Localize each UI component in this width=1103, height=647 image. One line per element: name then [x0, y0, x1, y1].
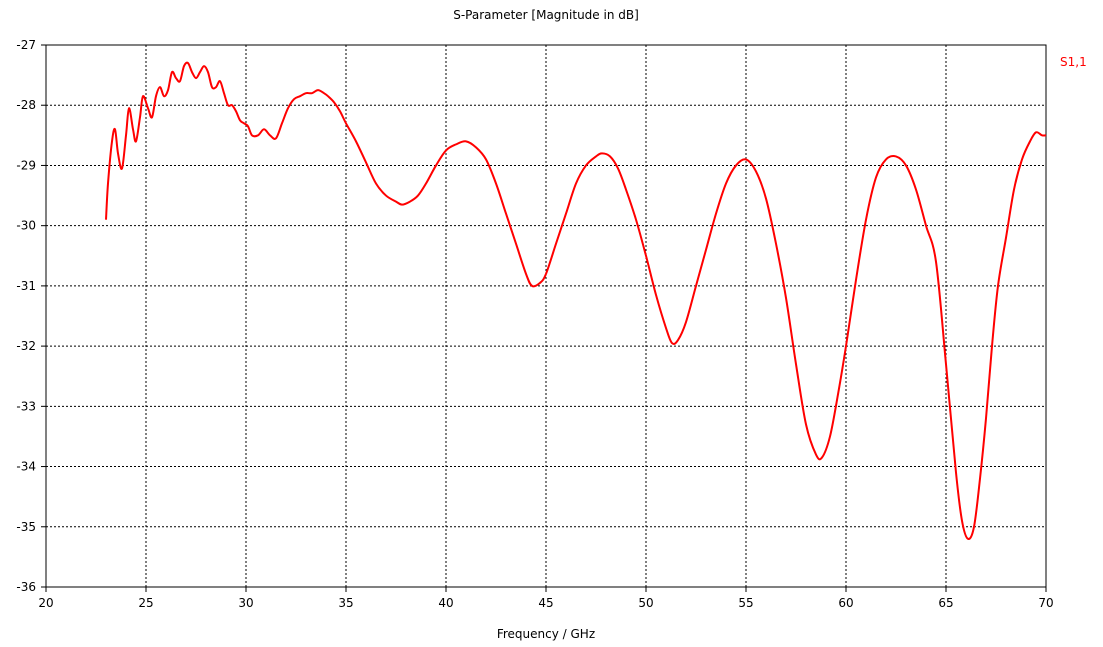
x-tick-label: 35 — [338, 596, 353, 610]
chart-title: S-Parameter [Magnitude in dB] — [453, 8, 639, 22]
legend-s11: S1,1 — [1060, 55, 1087, 69]
x-tick-label: 65 — [938, 596, 953, 610]
x-tick-label: 25 — [138, 596, 153, 610]
y-tick-label: -29 — [16, 158, 36, 172]
x-tick-label: 20 — [38, 596, 53, 610]
x-tick-label: 45 — [538, 596, 553, 610]
x-tick-label: 60 — [838, 596, 853, 610]
x-axis-label: Frequency / GHz — [497, 627, 595, 641]
y-tick-label: -36 — [16, 580, 36, 594]
x-tick-label: 30 — [238, 596, 253, 610]
x-tick-label: 55 — [738, 596, 753, 610]
x-tick-label: 40 — [438, 596, 453, 610]
y-tick-label: -35 — [16, 520, 36, 534]
y-tick-label: -28 — [16, 98, 36, 112]
y-tick-label: -30 — [16, 219, 36, 233]
series-layer — [105, 61, 1047, 540]
grid — [46, 45, 1046, 587]
y-tick-label: -34 — [16, 460, 36, 474]
tick-labels: 20 25 30 35 40 45 50 55 60 65 70 -27 -28 -29 -30 -31 -32… — [16, 38, 1053, 610]
x-tick-label: 70 — [1038, 596, 1053, 610]
y-tick-label: -31 — [16, 279, 36, 293]
plot-frame — [45, 44, 1047, 588]
series-line-s11 — [105, 61, 1047, 540]
x-tick-label: 50 — [638, 596, 653, 610]
y-tick-label: -33 — [16, 399, 36, 413]
y-tick-label: -27 — [16, 38, 36, 52]
y-tick-label: -32 — [16, 339, 36, 353]
